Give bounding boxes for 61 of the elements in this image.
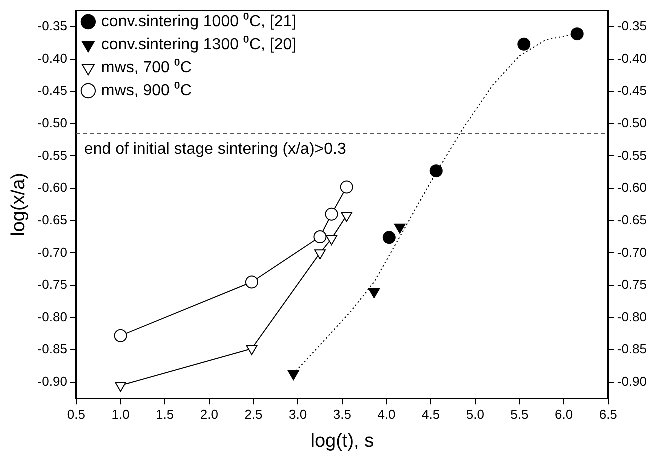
x-tick-label: 6.5 [599, 406, 618, 422]
y2-tick-label: -0.70 [617, 244, 648, 260]
y2-tick-label: -0.85 [617, 342, 648, 357]
y2-tick-label: -0.55 [617, 148, 648, 163]
legend-label: mws, 700 ⁰C [101, 58, 192, 76]
point [382, 231, 396, 244]
point [115, 382, 126, 392]
y-tick-label: -0.90 [38, 374, 68, 390]
point [246, 345, 258, 356]
point [314, 230, 327, 244]
y2-tick-label: -0.40 [617, 50, 648, 66]
x-tick-label: 0.5 [67, 406, 86, 422]
legend-label: mws, 900 ⁰C [101, 81, 192, 100]
point [340, 180, 354, 194]
y2-tick-label: -0.75 [617, 277, 648, 292]
x-tick-label: 3.0 [289, 406, 308, 422]
legend-label: conv.sintering 1300 ⁰C, [20] [101, 35, 297, 54]
point [570, 28, 584, 41]
point [368, 288, 380, 298]
point [325, 208, 338, 221]
y2-tick-label: -0.65 [617, 212, 648, 228]
ref-line-label: end of initial stage sintering (x/a)>0.3 [84, 141, 346, 158]
x-tick-label: 1.5 [156, 406, 174, 422]
y2-tick-label: -0.80 [617, 309, 648, 324]
y-tick-label: -0.80 [38, 309, 68, 324]
y-tick-label: -0.50 [38, 115, 68, 130]
point [394, 224, 406, 234]
point [288, 370, 300, 381]
point [341, 212, 353, 222]
point [326, 235, 338, 246]
y-tick-label: -0.40 [38, 50, 68, 66]
y-tick-label: -0.85 [38, 342, 68, 357]
y2-tick-label: -0.35 [617, 18, 648, 34]
x-tick-label: 2.5 [244, 406, 263, 422]
x-tick-label: 1.0 [112, 406, 130, 422]
x-tick-label: 4.5 [422, 406, 440, 422]
y-axis-title: log(x/a) [8, 173, 30, 236]
point [314, 250, 326, 260]
point [518, 38, 531, 51]
y2-tick-label: -0.90 [617, 374, 648, 390]
x-tick-label: 5.0 [466, 406, 484, 422]
y-tick-label: -0.35 [38, 18, 68, 34]
legend-label: conv.sintering 1000 ⁰C, [21] [101, 12, 297, 30]
x-tick-label: 2.0 [200, 406, 218, 422]
y-tick-label: -0.45 [38, 83, 68, 98]
y-tick-label: -0.60 [38, 180, 68, 196]
x-tick-label: 5.5 [510, 406, 529, 422]
point [114, 329, 128, 342]
y-tick-label: -0.70 [38, 244, 68, 260]
y2-tick-label: -0.45 [617, 83, 648, 98]
y2-tick-label: -0.50 [617, 115, 648, 130]
y-tick-label: -0.55 [38, 148, 68, 163]
x-tick-label: 4.0 [378, 406, 396, 422]
y-tick-label: -0.75 [38, 277, 68, 292]
point [245, 276, 258, 289]
point [430, 164, 443, 178]
x-tick-label: 6.0 [555, 406, 574, 422]
y-tick-label: -0.65 [38, 212, 68, 228]
x-tick-label: 3.5 [333, 406, 352, 422]
x-axis-title: log(t), s [310, 430, 374, 452]
y2-tick-label: -0.60 [617, 180, 648, 196]
